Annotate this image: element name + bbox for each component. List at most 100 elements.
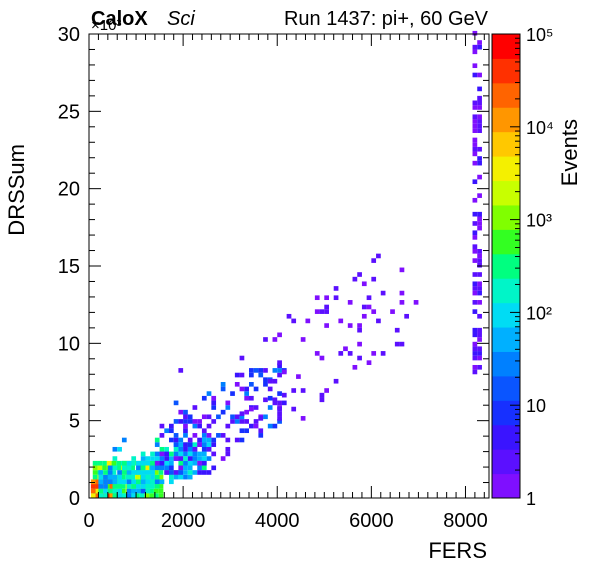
heatmap-cell (187, 465, 193, 471)
heatmap-cell (366, 360, 372, 365)
heatmap-cell (253, 405, 259, 410)
heatmap-cell (131, 479, 137, 485)
heatmap-cell (149, 488, 154, 494)
heatmap-cell (201, 456, 207, 461)
heatmap-cell (183, 442, 188, 447)
heatmap-cell (216, 414, 221, 420)
heatmap-cell (361, 281, 367, 287)
heatmap-cell (267, 423, 273, 429)
heatmap-cell (121, 437, 127, 443)
heatmap-cell (352, 276, 358, 282)
heatmap-cell (472, 258, 478, 263)
z-tick-label: 10⁴ (526, 118, 554, 138)
heatmap-cell (112, 493, 118, 498)
heatmap-cell (121, 484, 126, 489)
heatmap-cell (239, 437, 245, 443)
heatmap-cell (197, 442, 202, 447)
heatmap-cell (197, 465, 202, 471)
heatmap-cell (234, 372, 240, 378)
heatmap-cell (477, 100, 482, 106)
heatmap-cell (164, 428, 169, 434)
heatmap-cell (103, 470, 108, 475)
heatmap-cell (319, 397, 325, 403)
heatmap-cell (239, 414, 245, 420)
heatmap-cell (263, 368, 268, 373)
heatmap-cell (277, 400, 282, 406)
heatmap-cell (324, 304, 329, 310)
heatmap-cell (472, 351, 478, 356)
heatmap-cell (183, 433, 188, 438)
heatmap-cell (472, 230, 478, 236)
heatmap-cell (178, 409, 184, 415)
heatmap-cell (158, 493, 164, 498)
heatmap-cell (140, 465, 146, 471)
heatmap-cell (201, 442, 207, 447)
heatmap-cell (140, 470, 146, 475)
heatmap-cell (187, 451, 193, 457)
heatmap-cell (291, 388, 297, 393)
heatmap-cell (211, 451, 217, 457)
heatmap-cell (201, 451, 207, 457)
heatmap-cell (477, 119, 482, 124)
heatmap-cell (220, 456, 226, 461)
heatmap-cell (183, 446, 188, 452)
heatmap-cell (90, 493, 96, 498)
heatmap-cell (121, 493, 127, 498)
heatmap-cell (244, 409, 249, 415)
heatmap-cell (347, 323, 353, 328)
heatmap-cell (187, 446, 193, 452)
color-scale-step (492, 180, 520, 206)
heatmap-cell (150, 484, 155, 489)
heatmap-cell (253, 368, 259, 373)
heatmap-cell (92, 474, 98, 480)
heatmap-cell (477, 364, 482, 370)
heatmap-cell (300, 337, 306, 342)
heatmap-cell (169, 470, 174, 475)
heatmap-cell (249, 372, 254, 378)
heatmap-cell (472, 44, 478, 50)
heatmap-cell (112, 474, 118, 480)
heatmap-cell (187, 470, 193, 475)
heatmap-cell (140, 474, 146, 480)
heatmap-cell (117, 479, 122, 485)
heatmap-cell (90, 484, 96, 489)
heatmap-cell (121, 470, 127, 475)
heatmap-cell (201, 433, 207, 438)
heatmap-cell (366, 304, 372, 310)
heatmap-cell (239, 386, 245, 392)
heatmap-cell (154, 484, 160, 489)
heatmap-cell (192, 419, 198, 424)
heatmap-cell (131, 484, 137, 489)
heatmap-cell (107, 488, 113, 494)
heatmap-cell (357, 327, 362, 333)
heatmap-cell (164, 465, 169, 471)
heatmap-cell (126, 465, 132, 471)
heatmap-cell (477, 146, 482, 152)
heatmap-cell (394, 327, 400, 333)
heatmap-cell (126, 460, 132, 466)
heatmap-cell (178, 460, 184, 466)
heatmap-cell (131, 488, 137, 494)
heatmap-cell (178, 442, 184, 447)
heatmap-cell (112, 479, 118, 485)
heatmap-cell (92, 460, 98, 466)
heatmap-cell (173, 400, 179, 406)
heatmap-cell (357, 341, 362, 347)
color-scale-step (492, 82, 520, 108)
heatmap-cell (136, 479, 141, 485)
heatmap-cell (305, 318, 311, 324)
heatmap-cell (150, 479, 155, 485)
heatmap-cell (472, 123, 478, 129)
heatmap-cell (201, 465, 207, 471)
heatmap-cell (225, 437, 231, 443)
heatmap-cell (230, 391, 235, 396)
heatmap-cell (477, 216, 482, 222)
heatmap-cell (107, 470, 113, 475)
heatmap-cell (472, 235, 478, 240)
heatmap-cell (173, 470, 179, 475)
color-scale-step (492, 424, 520, 450)
heatmap-cell (111, 470, 117, 475)
heatmap-cell (197, 423, 202, 429)
heatmap-cell (139, 493, 145, 498)
z-tick-label: 1 (526, 489, 536, 509)
